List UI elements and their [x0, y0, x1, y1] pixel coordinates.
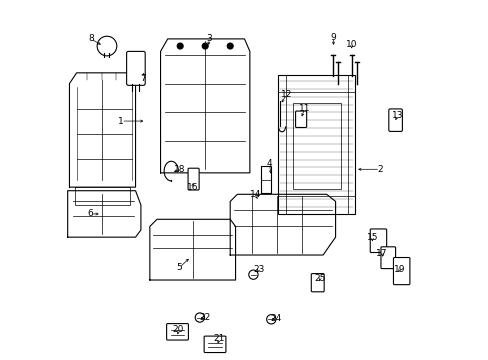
Text: 16: 16: [186, 183, 198, 192]
Text: 15: 15: [366, 233, 377, 242]
Text: 22: 22: [199, 313, 210, 322]
Text: 2: 2: [377, 165, 382, 174]
Polygon shape: [230, 194, 335, 255]
FancyBboxPatch shape: [393, 257, 409, 285]
FancyBboxPatch shape: [295, 111, 306, 127]
Text: 20: 20: [172, 325, 183, 334]
Text: 18: 18: [174, 165, 185, 174]
Bar: [292, 103, 340, 189]
Polygon shape: [149, 219, 235, 280]
Text: 1: 1: [118, 117, 124, 126]
Text: 25: 25: [314, 274, 325, 283]
Text: 21: 21: [213, 334, 224, 343]
FancyBboxPatch shape: [188, 168, 199, 190]
Text: 24: 24: [270, 314, 281, 323]
Text: 8: 8: [88, 35, 94, 44]
FancyBboxPatch shape: [388, 109, 402, 131]
FancyBboxPatch shape: [126, 51, 145, 85]
FancyBboxPatch shape: [166, 324, 188, 340]
Circle shape: [227, 43, 233, 49]
FancyBboxPatch shape: [380, 247, 395, 269]
Circle shape: [177, 43, 183, 49]
Text: 3: 3: [205, 35, 211, 44]
Text: 7: 7: [140, 74, 145, 83]
Bar: [278, 75, 354, 214]
Circle shape: [266, 315, 275, 324]
Text: 11: 11: [298, 104, 309, 113]
Ellipse shape: [97, 36, 117, 56]
FancyBboxPatch shape: [203, 336, 225, 352]
Text: 12: 12: [281, 90, 292, 99]
Text: 4: 4: [266, 159, 272, 168]
Bar: [260, 166, 271, 193]
Polygon shape: [69, 73, 135, 187]
Text: 19: 19: [393, 265, 405, 274]
Text: 6: 6: [87, 210, 93, 219]
Circle shape: [195, 313, 204, 322]
Circle shape: [202, 43, 207, 49]
FancyBboxPatch shape: [311, 274, 324, 292]
Circle shape: [248, 270, 258, 279]
Text: 13: 13: [391, 111, 402, 120]
Text: 23: 23: [253, 265, 264, 274]
Text: 14: 14: [249, 190, 261, 199]
Polygon shape: [67, 191, 141, 237]
Text: 17: 17: [375, 249, 387, 258]
Text: 5: 5: [176, 263, 182, 272]
Text: 10: 10: [345, 40, 357, 49]
Text: 9: 9: [329, 33, 335, 42]
Polygon shape: [160, 39, 249, 173]
FancyBboxPatch shape: [369, 229, 386, 252]
